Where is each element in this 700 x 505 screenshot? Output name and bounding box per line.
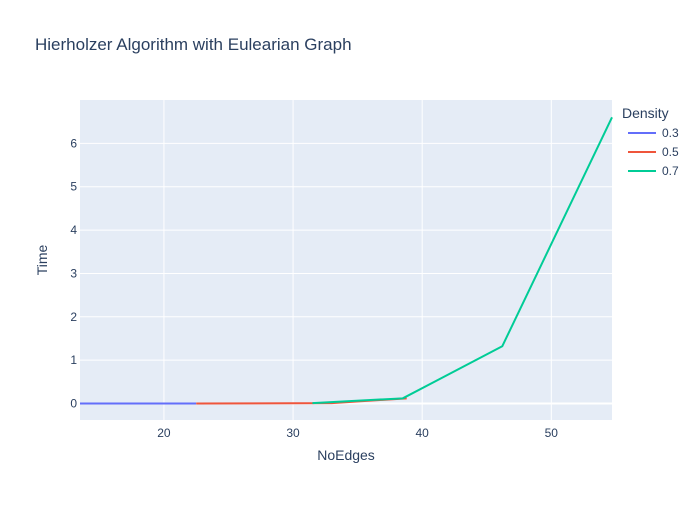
y-tick-label: 6 (70, 136, 77, 150)
x-tick-label: 30 (286, 426, 300, 440)
y-tick-label: 1 (70, 353, 77, 367)
x-tick-label: 40 (416, 426, 430, 440)
legend-label: 0.7 (662, 164, 679, 178)
chart-title: Hierholzer Algorithm with Eulearian Grap… (35, 35, 352, 54)
legend-label: 0.5 (662, 145, 679, 159)
x-tick-label: 50 (545, 426, 559, 440)
legend-title: Density (622, 105, 669, 121)
y-tick-label: 3 (70, 266, 77, 280)
legend-item[interactable]: 0.3 (628, 126, 679, 140)
series-line-0-7 (312, 116, 613, 405)
y-tick-label: 4 (70, 223, 77, 237)
y-axis-title: Time (34, 244, 50, 275)
x-axis-title: NoEdges (317, 447, 375, 463)
legend: Density 0.3 0.5 0.7 (622, 105, 679, 178)
series-lines (80, 116, 613, 405)
legend-item[interactable]: 0.5 (628, 145, 679, 159)
plot-background (80, 100, 612, 420)
y-tick-label: 2 (70, 310, 77, 324)
legend-item[interactable]: 0.7 (628, 164, 679, 178)
y-tick-label: 0 (70, 397, 77, 411)
tick-labels: 20 30 40 50 0 1 2 3 4 5 6 (70, 136, 558, 440)
y-tick-label: 5 (70, 180, 77, 194)
legend-label: 0.3 (662, 126, 679, 140)
x-tick-label: 20 (157, 426, 171, 440)
